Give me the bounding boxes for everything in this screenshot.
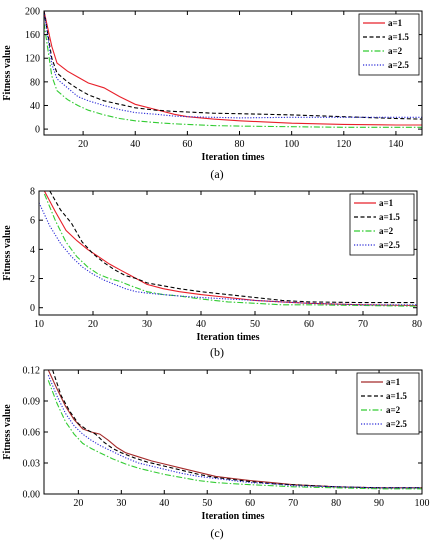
legend-label: a=1 [386,377,401,387]
x-tick-label: 100 [415,498,430,509]
y-tick-label: 80 [30,77,40,88]
x-tick-label: 40 [196,319,206,330]
x-axis-title: Iteration times [196,332,259,343]
y-tick-label: 0.00 [23,490,41,501]
legend: a=1 a=1.5 a=2 a=2.5 [349,193,415,256]
x-tick-label: 50 [202,498,212,509]
legend-label: a=2.5 [386,419,407,429]
y-tick-label: 0 [30,303,35,314]
series-line-a-2-5 [47,374,422,489]
x-tick-label: 40 [130,139,140,150]
y-tick-label: 120 [25,54,40,65]
x-tick-label: 80 [235,139,245,150]
x-tick-label: 30 [142,319,152,330]
y-tick-label: 8 [30,187,35,198]
x-tick-label: 70 [288,498,298,509]
legend-label: a=1 [379,198,394,208]
series-line-a-1 [44,11,422,126]
series-line-a-2 [43,193,417,307]
y-tick-label: 160 [25,30,40,41]
series-line-a-1 [47,370,422,489]
series-line-a-2-5 [39,202,417,306]
chart-panel-1: 20 40 60 80 100 120 140 0 40 80 120 160 200 Iteration… [2,7,423,181]
series-line-a-2 [47,380,422,490]
x-tick-label: 40 [159,498,169,509]
y-tick-label: 0.12 [23,366,41,377]
x-tick-label: 80 [331,498,341,509]
legend-label: a=2 [388,46,403,56]
series-line-a-2 [44,22,422,128]
y-axis-title: Fitness value [2,45,13,101]
x-axis-title: Iteration times [201,152,264,163]
x-tick-label: 60 [182,139,192,150]
x-tick-label: 20 [73,498,83,509]
x-tick-label: 30 [116,498,126,509]
legend-label: a=2.5 [379,240,400,250]
x-tick-label: 140 [388,139,403,150]
y-tick-label: 4 [30,245,35,256]
series-line-a-1-5 [44,11,422,120]
x-tick-label: 60 [304,319,314,330]
legend-label: a=2.5 [388,60,409,70]
y-tick-label: 2 [30,274,35,285]
y-axis-title: Fitness value [2,404,13,460]
x-tick-label: 20 [78,139,88,150]
x-tick-label: 10 [34,319,44,330]
y-tick-label: 6 [30,216,35,227]
y-tick-label: 0.09 [23,397,41,408]
y-tick-label: 0.03 [23,459,41,470]
y-tick-label: 0 [35,125,40,136]
x-tick-label: 60 [245,498,255,509]
y-tick-label: 40 [30,101,40,112]
x-tick-label: 70 [358,319,368,330]
series-line-a-1-5 [49,191,417,304]
panel-label: (c) [210,526,223,540]
legend-label: a=2 [386,405,401,415]
plot-frame [38,190,418,316]
x-tick-label: 90 [374,498,384,509]
x-tick-label: 50 [250,319,260,330]
panel-label: (a) [210,167,223,181]
chart-panel-2: 10 20 30 40 50 60 70 80 0 2 4 6 8 Iteration times Fitn… [2,187,422,360]
y-axis-title: Fitness value [2,225,13,281]
legend-label: a=2 [379,226,394,236]
chart-panel-3: 20 30 40 50 60 70 80 90 100 0.00 0.03 0.06 0.09 0.12 I… [2,366,430,541]
legend: a=1 a=1.5 a=2 a=2.5 [356,372,420,435]
plot-frame [43,10,423,136]
y-tick-label: 0.06 [23,428,41,439]
legend-label: a=1.5 [386,391,407,401]
legend: a=1 a=1.5 a=2 a=2.5 [358,13,420,76]
x-axis-title: Iteration times [201,511,264,522]
series-line-a-1 [43,191,417,307]
legend-label: a=1.5 [379,212,400,222]
legend-label: a=1.5 [388,32,409,42]
legend-label: a=1 [388,18,403,28]
panel-label: (b) [210,345,224,359]
x-tick-label: 20 [88,319,98,330]
y-tick-label: 200 [25,7,40,18]
x-tick-label: 80 [412,319,422,330]
x-tick-label: 100 [284,139,299,150]
x-tick-label: 120 [336,139,351,150]
